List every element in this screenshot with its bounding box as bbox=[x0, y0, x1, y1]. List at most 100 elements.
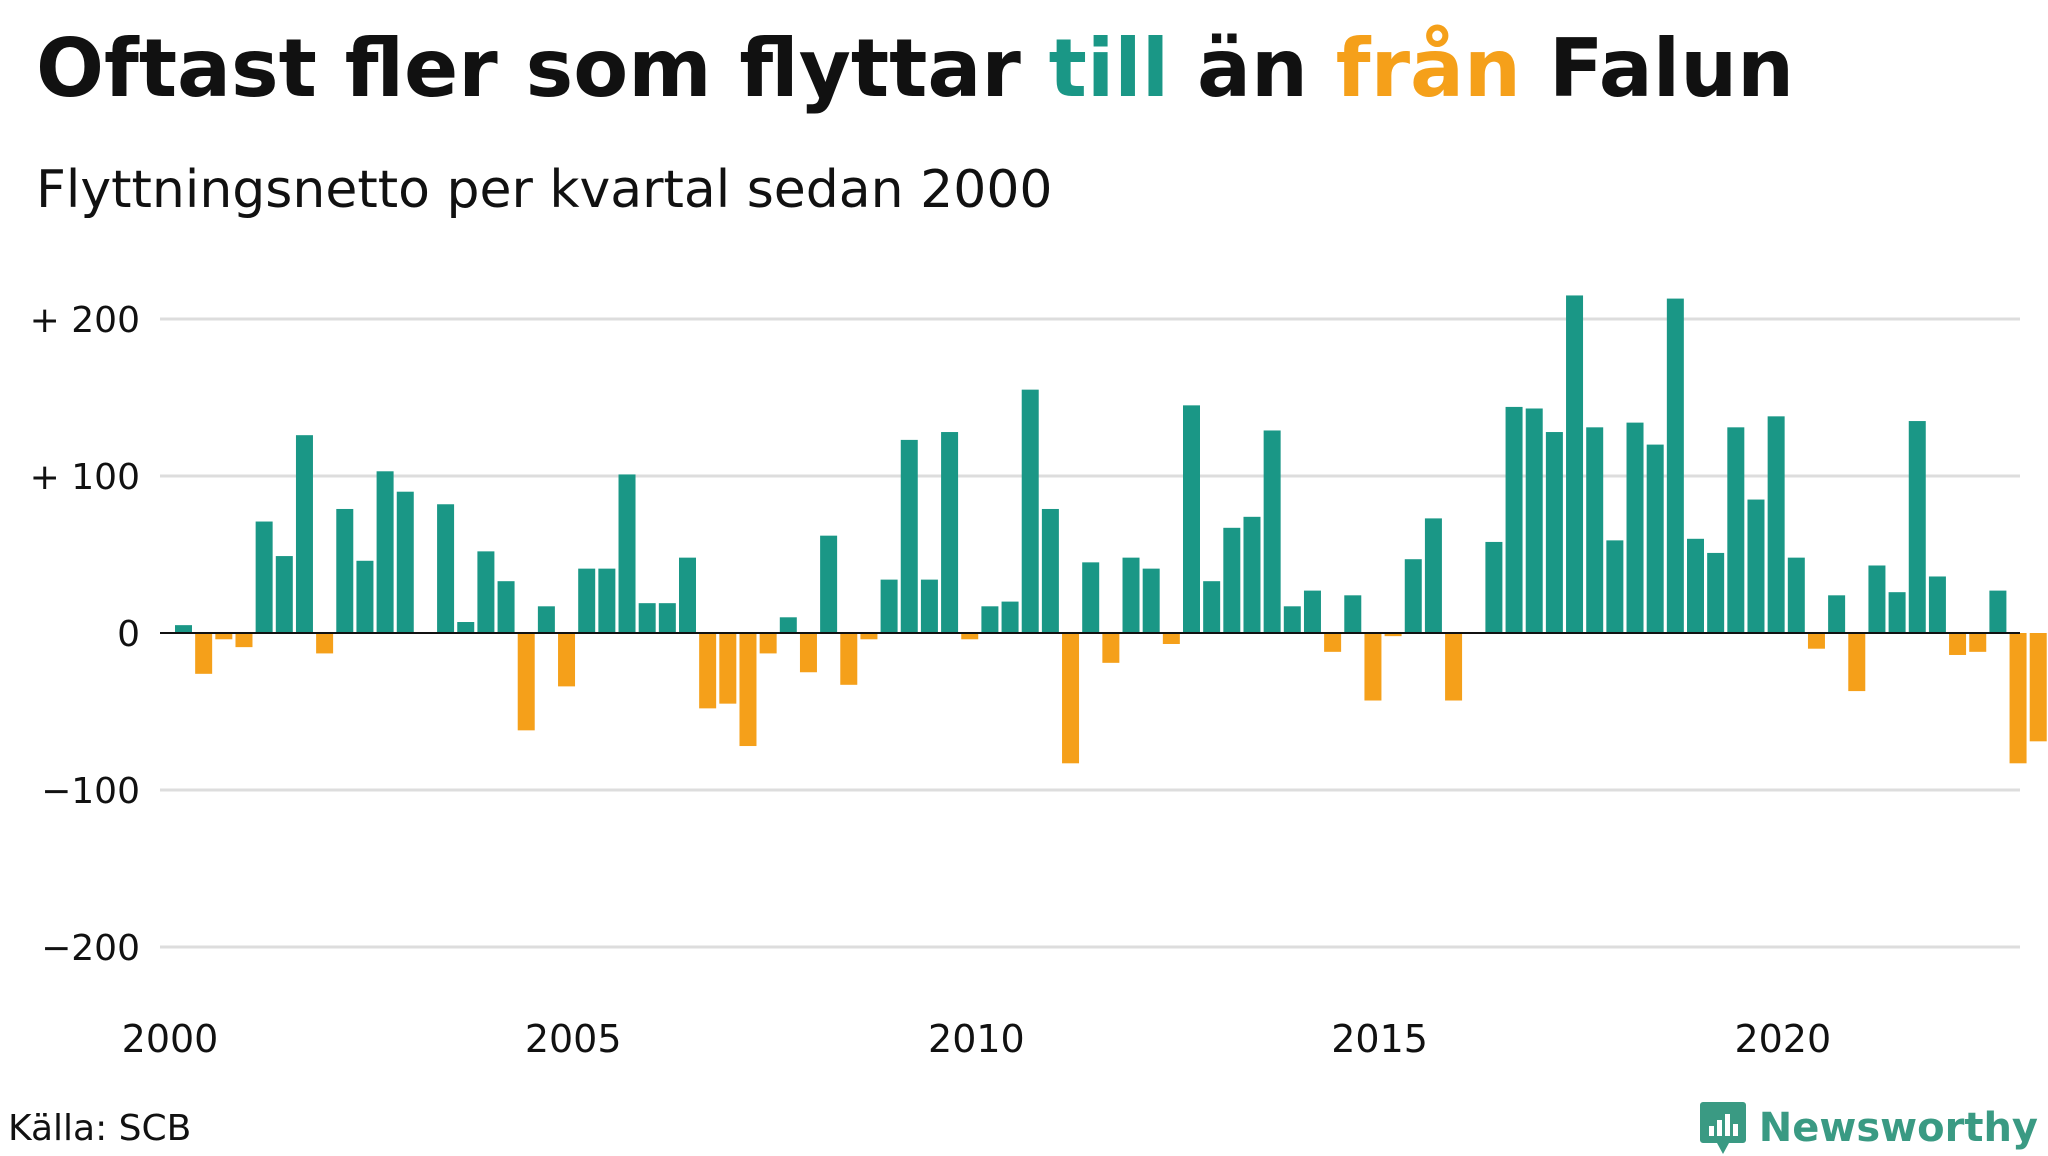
bar-2021Q1 bbox=[1868, 565, 1886, 633]
bar-2022Q3 bbox=[1989, 590, 2007, 633]
title-part-1: Oftast fler som flyttar bbox=[36, 22, 1049, 115]
bar-2008Q4 bbox=[880, 579, 898, 633]
bars bbox=[160, 295, 2047, 764]
newsworthy-logo-icon bbox=[1699, 1102, 1746, 1154]
bar-2011Q2 bbox=[1082, 562, 1100, 633]
bar-2013Q4 bbox=[1283, 606, 1301, 633]
chart-subtitle: Flyttningsnetto per kvartal sedan 2000 bbox=[36, 160, 1053, 220]
bar-2009Q2 bbox=[920, 579, 938, 633]
bar-2007Q4 bbox=[799, 633, 817, 673]
bar-2019Q2 bbox=[1727, 427, 1745, 633]
x-tick-label: 2005 bbox=[525, 1017, 622, 1061]
title-part-2: än bbox=[1169, 22, 1336, 115]
bar-2012Q3 bbox=[1183, 405, 1200, 633]
x-tick-label: 2000 bbox=[122, 1017, 219, 1061]
bar-2018Q4 bbox=[1687, 538, 1704, 633]
bar-2020Q3 bbox=[1828, 595, 1846, 633]
bar-2013Q3 bbox=[1263, 430, 1281, 633]
bar-2012Q4 bbox=[1203, 581, 1221, 633]
bar-2020Q1 bbox=[1787, 557, 1805, 633]
bar-2013Q1 bbox=[1223, 527, 1241, 633]
chart-title: Oftast fler som flyttar till än från Fal… bbox=[36, 22, 1794, 115]
bar-2008Q3 bbox=[860, 633, 878, 640]
bar-2007Q2 bbox=[759, 633, 777, 654]
brand-logo: Newsworthy bbox=[1699, 1100, 2038, 1156]
bar-2015Q4 bbox=[1445, 633, 1463, 701]
bar-2021Q2 bbox=[1888, 592, 1906, 633]
bar-2010Q4 bbox=[1041, 508, 1059, 633]
bar-2015Q2 bbox=[1404, 559, 1422, 633]
source-note: Källa: SCB bbox=[8, 1108, 192, 1149]
bar-2013Q2 bbox=[1243, 516, 1261, 633]
bar-2017Q4 bbox=[1606, 540, 1624, 633]
x-axis-labels: 2000 2005 2010 2015 2020 bbox=[122, 1017, 1832, 1061]
title-till: till bbox=[1048, 22, 1170, 115]
y-tick-label: + 100 bbox=[30, 457, 140, 498]
bar-2019Q4 bbox=[1767, 416, 1785, 633]
bar-2014Q4 bbox=[1364, 633, 1382, 701]
bar-2010Q1 bbox=[981, 606, 999, 633]
bar-2002Q3 bbox=[376, 471, 394, 633]
bar-2005Q4 bbox=[638, 603, 656, 633]
bar-2005Q3 bbox=[618, 474, 636, 633]
bar-2011Q4 bbox=[1122, 557, 1140, 633]
bar-2003Q2 bbox=[437, 504, 455, 633]
title-part-3: Falun bbox=[1520, 22, 1795, 115]
title-fran: från bbox=[1335, 22, 1521, 115]
bar-2018Q3 bbox=[1666, 298, 1684, 633]
bar-2016Q3 bbox=[1505, 406, 1523, 633]
bar-2001Q2 bbox=[275, 556, 293, 633]
bar-2003Q3 bbox=[457, 622, 475, 633]
bar-2015Q3 bbox=[1424, 518, 1442, 633]
bar-2018Q1 bbox=[1626, 422, 1644, 633]
bar-2017Q1 bbox=[1545, 432, 1563, 633]
bar-2000Q2 bbox=[195, 633, 213, 674]
bar-2014Q1 bbox=[1303, 590, 1321, 633]
bar-2012Q1 bbox=[1142, 568, 1160, 633]
bar-2004Q3 bbox=[537, 606, 555, 633]
bar-2000Q3 bbox=[215, 633, 233, 640]
x-tick-label: 2020 bbox=[1734, 1017, 1831, 1061]
x-tick-label: 2010 bbox=[928, 1017, 1025, 1061]
bar-2022Q1 bbox=[1949, 633, 1967, 655]
bar-2002Q2 bbox=[356, 560, 374, 633]
bar-2002Q4 bbox=[396, 491, 414, 633]
bar-2006Q3 bbox=[699, 633, 717, 709]
bar-2023Q1 bbox=[2029, 633, 2047, 742]
bar-2017Q2 bbox=[1566, 295, 1584, 633]
bar-2017Q3 bbox=[1586, 427, 1604, 633]
bar-2010Q2 bbox=[1001, 601, 1019, 633]
bar-2021Q3 bbox=[1908, 421, 1926, 633]
bar-2008Q1 bbox=[820, 535, 838, 633]
bar-2020Q2 bbox=[1807, 633, 1825, 649]
bar-2016Q2 bbox=[1485, 541, 1503, 633]
bar-2000Q4 bbox=[235, 633, 253, 648]
y-tick-label: −200 bbox=[41, 928, 140, 969]
brand-name: Newsworthy bbox=[1758, 1105, 2038, 1151]
bar-2007Q3 bbox=[779, 617, 797, 633]
bar-2005Q1 bbox=[578, 568, 596, 633]
bar-2019Q3 bbox=[1747, 499, 1765, 633]
bar-2000Q1 bbox=[175, 625, 192, 633]
bar-2007Q1 bbox=[739, 633, 757, 747]
bar-2001Q3 bbox=[295, 435, 313, 633]
bar-2011Q1 bbox=[1062, 633, 1080, 764]
bar-2021Q4 bbox=[1928, 576, 1946, 633]
bar-2001Q1 bbox=[255, 521, 273, 633]
bar-2014Q2 bbox=[1324, 633, 1342, 652]
grid-layer bbox=[160, 317, 2020, 949]
bar-2004Q2 bbox=[517, 633, 535, 731]
bar-2022Q4 bbox=[2009, 633, 2027, 764]
bar-2001Q4 bbox=[316, 633, 334, 654]
bar-2016Q4 bbox=[1525, 408, 1543, 633]
y-tick-label: −100 bbox=[41, 771, 140, 812]
x-tick-label: 2015 bbox=[1331, 1017, 1428, 1061]
bar-2009Q1 bbox=[900, 439, 918, 633]
bar-2006Q4 bbox=[719, 633, 737, 704]
bar-2006Q2 bbox=[679, 557, 696, 633]
bar-2018Q2 bbox=[1646, 444, 1664, 633]
bar-2014Q3 bbox=[1344, 595, 1362, 633]
bar-2005Q2 bbox=[598, 568, 616, 633]
bar-chart: + 200 + 100 0 −100 −200 2000 2005 2010 2015 2020 bbox=[30, 295, 2047, 1061]
bar-2004Q4 bbox=[558, 633, 576, 687]
